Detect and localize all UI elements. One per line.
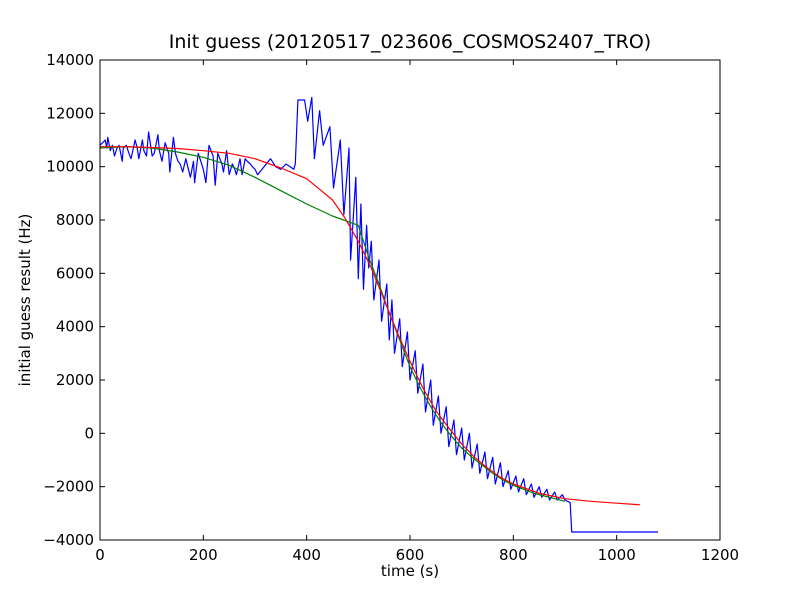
x-tick-label: 600 xyxy=(396,546,425,564)
x-tick-label: 200 xyxy=(189,546,218,564)
series-line-1 xyxy=(99,96,658,533)
y-tick-label: 6000 xyxy=(56,264,94,282)
chart-title: Init guess (20120517_023606_COSMOS2407_T… xyxy=(169,31,651,53)
x-tick-label: 1200 xyxy=(701,546,739,564)
series-layer xyxy=(99,96,658,533)
series-line-2 xyxy=(99,146,566,502)
x-tick-label: 1000 xyxy=(598,546,636,564)
series-line-3 xyxy=(100,146,640,506)
x-axis-label: time (s) xyxy=(381,562,439,580)
y-tick-label: 4000 xyxy=(56,318,94,336)
tick-layer: 0 200 400 600 800 1000 1200 −4000 −2000 0 2000 4000… xyxy=(43,51,739,564)
y-tick-label: 10000 xyxy=(46,158,94,176)
y-tick-label: 12000 xyxy=(46,104,94,122)
x-tick-label: 0 xyxy=(95,546,105,564)
x-tick-label: 800 xyxy=(499,546,528,564)
y-tick-label: −4000 xyxy=(43,531,94,549)
y-tick-label: −2000 xyxy=(43,478,94,496)
y-tick-label: 0 xyxy=(84,424,94,442)
x-tick-label: 400 xyxy=(292,546,321,564)
y-tick-label: 2000 xyxy=(56,371,94,389)
y-axis-label: initial guess result (Hz) xyxy=(16,214,34,387)
y-tick-label: 14000 xyxy=(46,51,94,69)
y-tick-label: 8000 xyxy=(56,211,94,229)
